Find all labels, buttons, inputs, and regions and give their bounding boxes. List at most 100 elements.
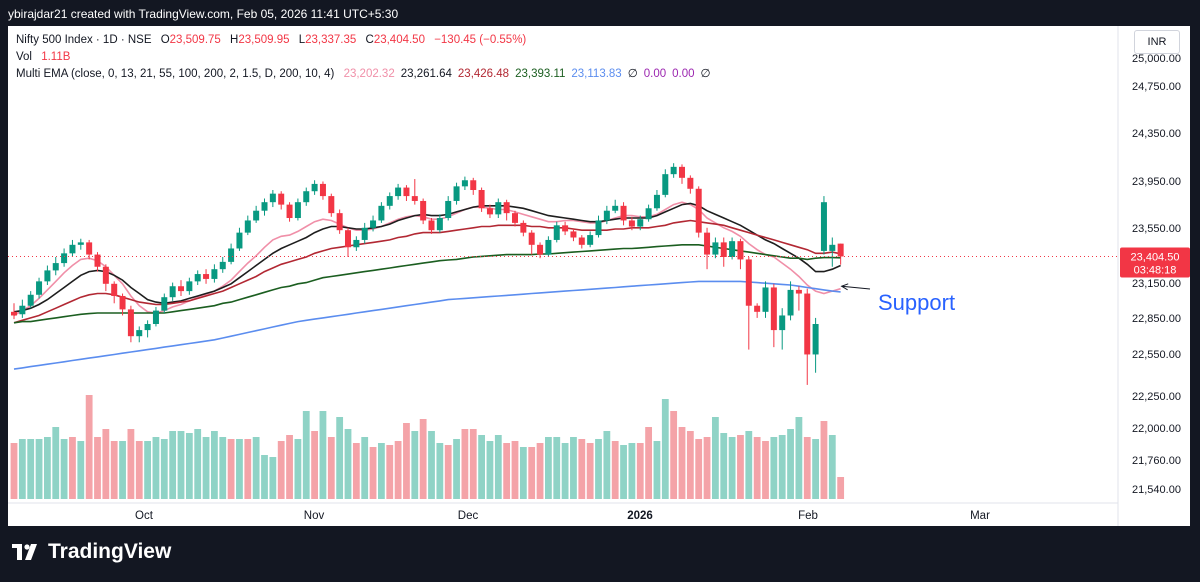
candle-body[interactable]	[86, 242, 93, 255]
candle-body[interactable]	[804, 293, 811, 355]
candle-body[interactable]	[695, 188, 702, 233]
candle-body[interactable]	[445, 200, 452, 219]
support-annotation[interactable]: Support	[878, 290, 955, 315]
candle-body[interactable]	[36, 281, 43, 295]
candle-body[interactable]	[754, 305, 761, 312]
candle-body[interactable]	[486, 208, 493, 215]
legend-vol-label[interactable]: Vol	[16, 51, 32, 63]
currency-button[interactable]: INR	[1134, 30, 1180, 54]
candle-body[interactable]	[578, 237, 585, 245]
candle-body[interactable]	[704, 232, 711, 255]
candle-body[interactable]	[762, 287, 769, 312]
candle-body[interactable]	[61, 253, 68, 264]
candle-body[interactable]	[779, 315, 786, 331]
chart-canvas[interactable]: 25,000.00 24,750.00 24,350.00 23,950.00 23,5…	[8, 26, 1190, 526]
candle-body[interactable]	[411, 196, 418, 201]
candle-body[interactable]	[603, 210, 610, 221]
candle-body[interactable]	[820, 202, 827, 251]
candle-body[interactable]	[136, 330, 143, 337]
candle-body[interactable]	[203, 274, 210, 279]
candle-body[interactable]	[587, 235, 594, 245]
candle-body[interactable]	[729, 241, 736, 257]
candle-body[interactable]	[737, 241, 744, 260]
candle-body[interactable]	[837, 243, 844, 257]
candle-body[interactable]	[336, 213, 343, 231]
candle-body[interactable]	[69, 244, 76, 254]
candle-body[interactable]	[470, 180, 477, 190]
candle-body[interactable]	[420, 200, 427, 221]
candle-body[interactable]	[178, 286, 184, 292]
candle-body[interactable]	[503, 202, 510, 214]
candle-body[interactable]	[495, 202, 502, 215]
candle-body[interactable]	[186, 281, 193, 292]
candle-body[interactable]	[11, 311, 17, 316]
candle-body[interactable]	[19, 305, 26, 315]
candle-body[interactable]	[687, 177, 694, 189]
candle-body[interactable]	[545, 239, 552, 255]
candle-body[interactable]	[553, 225, 560, 240]
candle-body[interactable]	[745, 259, 752, 306]
candle-body[interactable]	[269, 193, 276, 203]
candle-body[interactable]	[161, 297, 168, 311]
candle-body[interactable]	[428, 220, 435, 231]
candle-body[interactable]	[720, 242, 727, 257]
candle-body[interactable]	[328, 196, 335, 214]
candle-body[interactable]	[244, 220, 251, 233]
candle-body[interactable]	[528, 232, 535, 245]
candle-body[interactable]	[27, 294, 34, 306]
candle-body[interactable]	[653, 194, 660, 209]
candle-body[interactable]	[829, 244, 836, 251]
candle-body[interactable]	[637, 219, 644, 227]
candle-body[interactable]	[345, 230, 351, 248]
candle-body[interactable]	[512, 213, 518, 223]
candle-body[interactable]	[152, 310, 159, 324]
candle-body[interactable]	[787, 289, 794, 316]
tradingview-logo[interactable]: TradingView	[12, 540, 171, 564]
candle-body[interactable]	[662, 174, 669, 195]
candle-body[interactable]	[127, 309, 134, 337]
candle-body[interactable]	[562, 225, 569, 232]
candle-body[interactable]	[478, 190, 485, 209]
candle-body[interactable]	[403, 187, 410, 197]
candle-body[interactable]	[436, 218, 443, 231]
candle-body[interactable]	[595, 220, 602, 236]
candle-body[interactable]	[361, 227, 368, 240]
candle-body[interactable]	[461, 180, 468, 187]
candle-body[interactable]	[370, 220, 377, 228]
candle-body[interactable]	[194, 274, 201, 282]
candle-body[interactable]	[278, 193, 285, 205]
candle-body[interactable]	[311, 183, 318, 192]
legend-symbol[interactable]: Nifty 500 Index · 1D · NSE	[16, 34, 152, 46]
candle-body[interactable]	[520, 222, 527, 233]
candle-body[interactable]	[395, 187, 402, 197]
candle-body[interactable]	[94, 254, 101, 267]
candle-body[interactable]	[253, 210, 260, 221]
candle-body[interactable]	[620, 205, 627, 221]
candle-body[interactable]	[144, 324, 151, 331]
candle-body[interactable]	[612, 205, 619, 211]
candle-body[interactable]	[219, 261, 226, 270]
candle-body[interactable]	[236, 232, 243, 249]
candle-body[interactable]	[679, 166, 685, 178]
candle-body[interactable]	[812, 324, 819, 355]
candle-body[interactable]	[319, 183, 326, 197]
candle-body[interactable]	[378, 205, 385, 221]
candle-body[interactable]	[795, 289, 802, 294]
candle-body[interactable]	[44, 270, 51, 282]
candle-body[interactable]	[119, 295, 126, 310]
candle-body[interactable]	[261, 202, 268, 211]
candle-body[interactable]	[386, 196, 393, 206]
candle-body[interactable]	[670, 166, 677, 175]
candle-body[interactable]	[712, 242, 719, 255]
candle-body[interactable]	[628, 220, 635, 227]
candle-body[interactable]	[770, 287, 777, 331]
candle-body[interactable]	[294, 202, 301, 219]
candle-body[interactable]	[169, 286, 176, 298]
candle-body[interactable]	[77, 242, 84, 245]
candle-body[interactable]	[111, 283, 118, 296]
candle-body[interactable]	[570, 231, 577, 238]
candle-body[interactable]	[537, 244, 544, 255]
candle-body[interactable]	[52, 263, 59, 271]
candle-body[interactable]	[453, 186, 460, 201]
candle-body[interactable]	[228, 248, 235, 262]
